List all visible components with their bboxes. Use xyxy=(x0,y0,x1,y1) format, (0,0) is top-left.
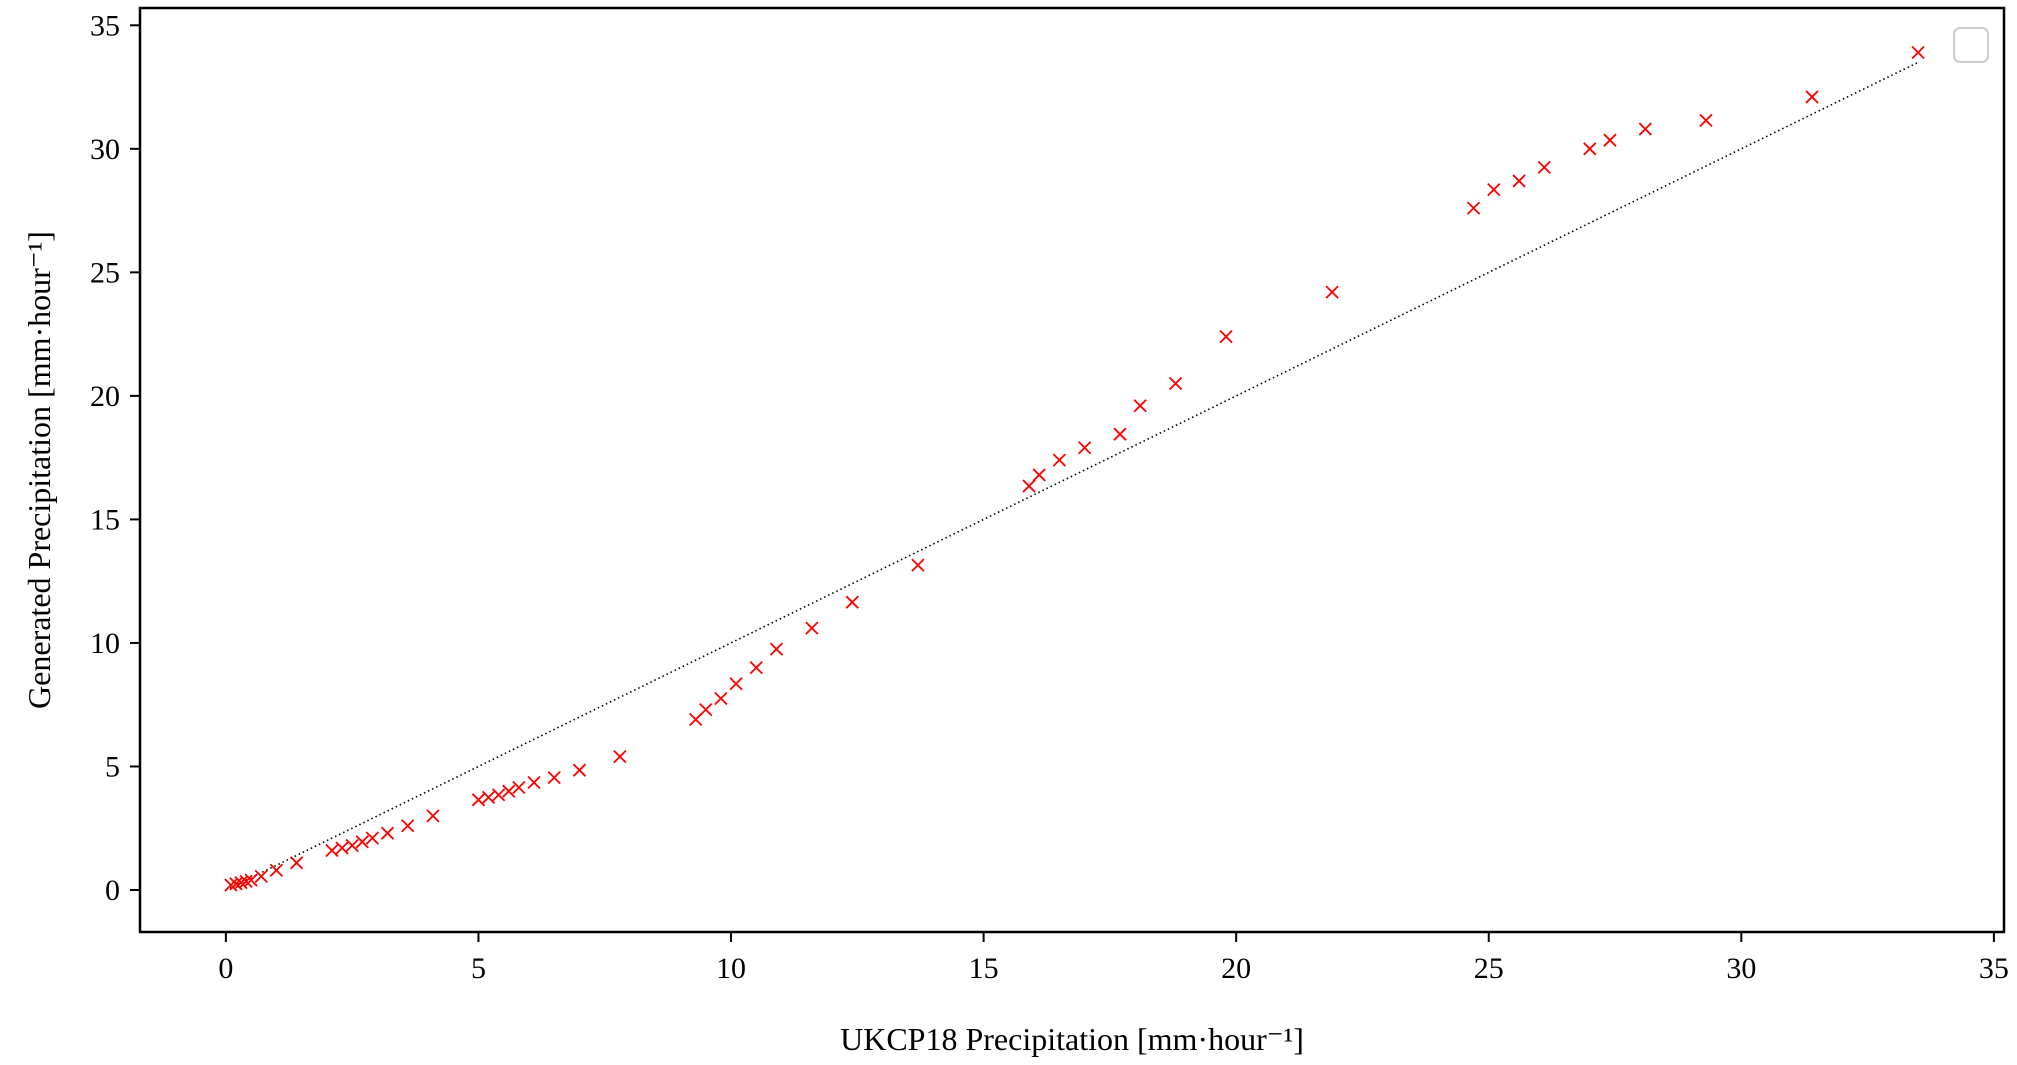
data-point xyxy=(502,784,516,798)
data-point xyxy=(365,831,380,845)
y-axis-label: Generated Precipitation [mm·hour⁻¹] xyxy=(21,231,57,709)
x-tick-label: 0 xyxy=(218,952,233,985)
data-point xyxy=(613,749,627,764)
data-point xyxy=(1911,45,1925,60)
data-point xyxy=(1537,160,1551,174)
data-point xyxy=(345,838,359,853)
data-point xyxy=(239,874,253,888)
x-tick: 15 xyxy=(969,932,999,985)
data-point xyxy=(1077,441,1092,455)
data-point xyxy=(1512,174,1526,188)
y-tick: 20 xyxy=(90,380,140,413)
x-tick: 35 xyxy=(1979,932,2009,985)
data-point xyxy=(1032,468,1046,482)
y-tick-label: 0 xyxy=(105,874,120,907)
data-point xyxy=(244,873,258,887)
x-tick-label: 35 xyxy=(1979,952,2009,985)
data-point xyxy=(845,595,859,609)
data-point xyxy=(355,835,369,849)
x-tick: 25 xyxy=(1474,932,1504,985)
data-point xyxy=(699,703,713,717)
data-point xyxy=(911,558,925,572)
data-point xyxy=(769,642,784,656)
data-point xyxy=(335,841,349,855)
data-point xyxy=(1113,427,1127,441)
x-axis-label: UKCP18 Precipitation [mm·hour⁻¹] xyxy=(840,1021,1304,1057)
data-point xyxy=(492,788,506,802)
x-axis-ticks: 0 5 10 15 20 25 30 35 xyxy=(218,932,2009,985)
y-tick-label: 5 xyxy=(105,750,120,783)
data-point xyxy=(512,780,526,795)
y-tick-label: 30 xyxy=(90,133,120,166)
data-point xyxy=(1638,122,1652,136)
data-point xyxy=(547,770,561,785)
y-axis-ticks: 0 5 10 15 20 25 30 35 xyxy=(90,9,140,907)
empty-legend-box xyxy=(1953,27,1989,63)
x-tick-label: 15 xyxy=(969,952,999,985)
data-point xyxy=(1052,453,1067,467)
x-tick: 10 xyxy=(716,932,746,985)
data-point xyxy=(289,856,304,870)
data-point xyxy=(1022,479,1036,493)
data-point xyxy=(1603,133,1617,147)
data-point xyxy=(1219,329,1233,344)
x-tick: 30 xyxy=(1726,932,1756,985)
data-point xyxy=(1133,399,1147,413)
data-point xyxy=(234,875,248,890)
data-point xyxy=(401,819,415,833)
y-tick: 25 xyxy=(90,256,140,289)
x-tick: 20 xyxy=(1221,932,1251,985)
y-tick: 15 xyxy=(90,503,140,536)
data-point xyxy=(325,843,339,858)
y-tick-label: 15 xyxy=(90,503,120,536)
reference-line-layer xyxy=(225,61,1919,891)
data-point xyxy=(229,877,243,891)
y-tick: 35 xyxy=(90,9,140,42)
data-point xyxy=(254,869,268,884)
data-point xyxy=(527,775,541,790)
data-point xyxy=(1168,376,1183,391)
data-point xyxy=(1583,142,1597,156)
x-tick-label: 10 xyxy=(716,952,746,985)
y-tick-label: 35 xyxy=(90,9,120,42)
y-tick-label: 10 xyxy=(90,627,120,660)
data-point xyxy=(805,621,819,635)
data-point xyxy=(481,790,496,804)
x-tick: 0 xyxy=(218,932,233,985)
data-point xyxy=(1699,113,1713,128)
data-point xyxy=(749,661,763,675)
data-point xyxy=(1487,182,1501,197)
data-point xyxy=(1325,285,1339,299)
y-tick-label: 25 xyxy=(90,256,120,289)
x-tick-label: 20 xyxy=(1221,952,1251,985)
y-tick: 0 xyxy=(105,874,140,907)
data-point xyxy=(714,691,728,706)
x-tick-label: 30 xyxy=(1726,952,1756,985)
data-point xyxy=(224,878,238,892)
data-point xyxy=(1805,90,1819,104)
x-tick: 5 xyxy=(471,932,486,985)
plot-area-frame xyxy=(138,6,2006,934)
y-tick: 10 xyxy=(90,627,140,660)
data-point xyxy=(729,677,743,691)
data-points-layer xyxy=(224,45,1925,892)
data-point xyxy=(572,763,587,777)
data-point xyxy=(1466,201,1481,215)
x-tick-label: 5 xyxy=(471,952,486,985)
data-point xyxy=(269,863,284,877)
y-tick: 5 xyxy=(105,750,140,783)
data-point xyxy=(471,793,486,807)
y-tick: 30 xyxy=(90,133,140,166)
reference-line xyxy=(225,61,1919,891)
data-point xyxy=(380,826,395,840)
data-point xyxy=(426,809,440,823)
x-tick-label: 25 xyxy=(1474,952,1504,985)
y-tick-label: 20 xyxy=(90,380,120,413)
